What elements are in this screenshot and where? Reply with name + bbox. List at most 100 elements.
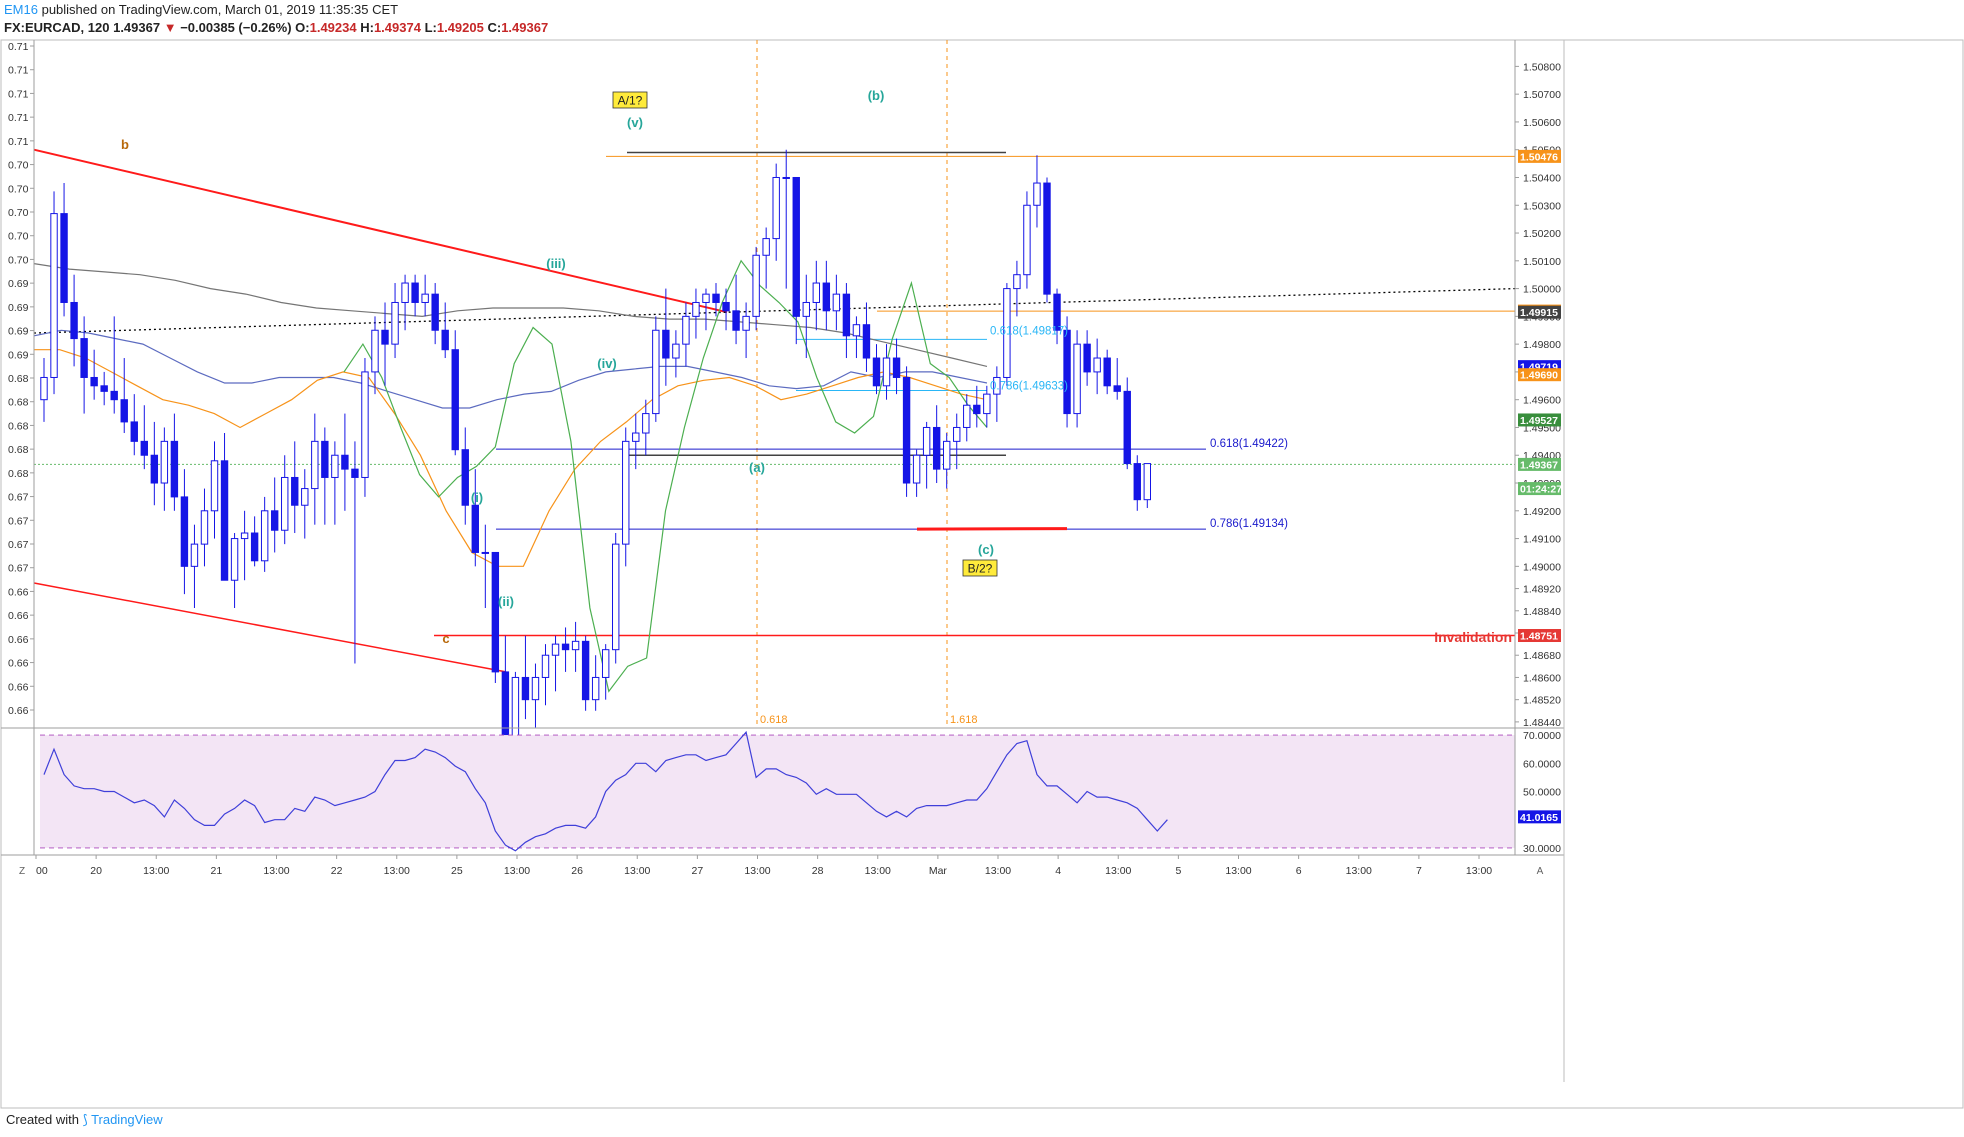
candle[interactable] bbox=[461, 427, 469, 525]
candle[interactable] bbox=[281, 455, 289, 545]
candle[interactable] bbox=[250, 516, 259, 567]
candle[interactable] bbox=[311, 413, 319, 525]
candle[interactable] bbox=[60, 183, 68, 317]
candle[interactable] bbox=[682, 302, 690, 367]
candle[interactable] bbox=[441, 302, 449, 359]
candle[interactable] bbox=[692, 288, 700, 339]
candle[interactable] bbox=[943, 433, 951, 489]
candle[interactable] bbox=[712, 283, 720, 317]
candle[interactable] bbox=[812, 260, 821, 331]
candle[interactable] bbox=[331, 441, 339, 525]
candle[interactable] bbox=[220, 433, 229, 581]
candle[interactable] bbox=[90, 349, 98, 400]
symbol-name[interactable]: FX:EURCAD, 120 bbox=[4, 20, 110, 35]
candle[interactable] bbox=[40, 358, 48, 422]
candle[interactable] bbox=[632, 413, 640, 470]
candle[interactable] bbox=[501, 635, 510, 747]
chart-canvas[interactable]: 1.508001.507001.506001.505001.504001.503… bbox=[0, 0, 1964, 1110]
candle[interactable] bbox=[381, 302, 389, 386]
candle[interactable] bbox=[822, 260, 831, 331]
candle[interactable] bbox=[100, 371, 108, 406]
zoom-z-button[interactable]: Z bbox=[19, 866, 25, 877]
candle[interactable] bbox=[431, 283, 439, 345]
candle[interactable] bbox=[872, 344, 881, 395]
candle[interactable] bbox=[1073, 330, 1081, 428]
candle[interactable] bbox=[1013, 260, 1021, 317]
candle[interactable] bbox=[561, 627, 570, 672]
candle[interactable] bbox=[601, 644, 610, 700]
candle[interactable] bbox=[521, 635, 530, 720]
candle[interactable] bbox=[722, 288, 730, 331]
candle[interactable] bbox=[160, 427, 169, 511]
candle[interactable] bbox=[762, 227, 770, 289]
candle[interactable] bbox=[411, 274, 419, 317]
candle[interactable] bbox=[832, 274, 841, 331]
candle[interactable] bbox=[882, 344, 891, 400]
candle[interactable] bbox=[591, 655, 600, 711]
candle[interactable] bbox=[230, 533, 239, 609]
candle[interactable] bbox=[581, 635, 590, 711]
candle[interactable] bbox=[421, 274, 429, 317]
candle[interactable] bbox=[291, 441, 299, 534]
candle[interactable] bbox=[481, 524, 490, 609]
candle[interactable] bbox=[732, 274, 740, 345]
candle[interactable] bbox=[892, 338, 901, 395]
candle[interactable] bbox=[932, 405, 941, 484]
candle[interactable] bbox=[531, 663, 540, 728]
candle[interactable] bbox=[1143, 463, 1151, 509]
candle[interactable] bbox=[110, 316, 118, 414]
candle[interactable] bbox=[973, 385, 981, 428]
auto-scale-button[interactable]: A bbox=[1537, 866, 1544, 877]
author-name[interactable]: EM16 bbox=[4, 2, 38, 17]
candle[interactable] bbox=[1063, 316, 1071, 428]
candle[interactable] bbox=[612, 533, 620, 664]
candle[interactable] bbox=[772, 163, 780, 261]
candle[interactable] bbox=[180, 469, 189, 595]
candle[interactable] bbox=[912, 449, 921, 497]
candle[interactable] bbox=[742, 302, 750, 359]
candle[interactable] bbox=[270, 477, 279, 553]
price-pane[interactable] bbox=[33, 40, 1516, 767]
candle[interactable] bbox=[150, 421, 159, 506]
candle[interactable] bbox=[1003, 283, 1011, 386]
candle[interactable] bbox=[842, 283, 851, 359]
candle[interactable] bbox=[371, 316, 379, 395]
candle[interactable] bbox=[80, 316, 88, 414]
candle[interactable] bbox=[802, 274, 810, 359]
candle[interactable] bbox=[902, 366, 911, 497]
candle[interactable] bbox=[792, 176, 800, 345]
candle[interactable] bbox=[672, 330, 680, 378]
tradingview-logo-icon[interactable]: ⟆ TradingView bbox=[82, 1112, 163, 1127]
candle[interactable] bbox=[571, 621, 580, 672]
candle[interactable] bbox=[1103, 349, 1111, 395]
candle[interactable] bbox=[351, 441, 359, 664]
candle[interactable] bbox=[170, 413, 179, 511]
rsi-pane[interactable] bbox=[40, 730, 1515, 852]
tradingview-brand[interactable]: TradingView bbox=[91, 1112, 163, 1127]
candle[interactable] bbox=[983, 385, 991, 428]
candle[interactable] bbox=[451, 330, 459, 456]
candle[interactable] bbox=[953, 413, 961, 470]
candle[interactable] bbox=[551, 635, 560, 692]
candle[interactable] bbox=[1023, 191, 1031, 289]
candle[interactable] bbox=[862, 302, 871, 372]
candle[interactable] bbox=[1133, 455, 1141, 511]
candle[interactable] bbox=[70, 274, 78, 367]
candle[interactable] bbox=[140, 405, 149, 470]
candle[interactable] bbox=[541, 644, 550, 706]
candle[interactable] bbox=[662, 288, 670, 386]
candle[interactable] bbox=[120, 358, 128, 434]
candle[interactable] bbox=[210, 441, 219, 539]
candle[interactable] bbox=[993, 366, 1001, 422]
candle[interactable] bbox=[1123, 377, 1131, 470]
candle[interactable] bbox=[240, 510, 249, 581]
candle[interactable] bbox=[752, 246, 760, 331]
candle[interactable] bbox=[1053, 288, 1061, 345]
candle[interactable] bbox=[1113, 358, 1121, 400]
candle[interactable] bbox=[963, 394, 971, 442]
candle[interactable] bbox=[321, 427, 329, 525]
candle[interactable] bbox=[922, 421, 931, 489]
candle[interactable] bbox=[852, 316, 861, 359]
candle[interactable] bbox=[260, 496, 269, 572]
candle[interactable] bbox=[200, 488, 209, 567]
